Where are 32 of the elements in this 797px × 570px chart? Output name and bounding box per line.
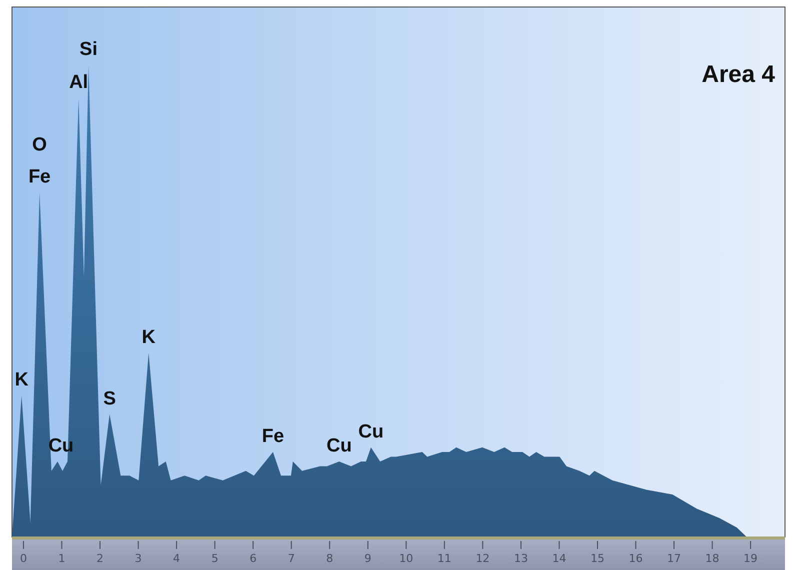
annotation: Si	[80, 39, 98, 60]
annotation: K	[14, 369, 29, 390]
x-tick-label: 17	[667, 552, 682, 565]
x-tick-label: 15	[590, 552, 604, 565]
annotation: Cu	[358, 421, 384, 442]
annotation: Fe	[262, 426, 284, 448]
x-tick-label: 4	[173, 552, 180, 565]
x-tick-label: 6	[250, 552, 257, 565]
annotation: Cu	[48, 435, 74, 456]
annotation: Fe	[28, 166, 51, 188]
x-tick-label: 14	[552, 552, 566, 565]
annotation: S	[103, 388, 116, 410]
x-tick-label: 11	[437, 552, 452, 565]
x-tick-label: 9	[364, 552, 372, 565]
annotation: Cu	[326, 435, 352, 456]
x-tick-label: 7	[288, 552, 295, 565]
x-tick-label: 10	[399, 552, 414, 565]
annotation: O	[32, 134, 47, 156]
x-tick-label: 12	[476, 552, 490, 565]
x-tick-label: 5	[211, 552, 218, 565]
chart-title: Area 4	[702, 61, 776, 88]
x-tick-label: 3	[134, 552, 142, 565]
x-tick-label: 13	[514, 552, 528, 565]
x-tick-label: 18	[705, 552, 720, 565]
annotation: Al	[69, 72, 88, 94]
annotation: K	[142, 326, 156, 348]
x-tick-label: 19	[744, 552, 758, 565]
x-tick-label: 8	[326, 552, 334, 565]
x-tick-label: 1	[58, 552, 66, 565]
x-tick-label: 16	[628, 552, 643, 565]
x-tick-label: 0	[20, 552, 27, 565]
x-tick-label: 2	[96, 552, 104, 565]
